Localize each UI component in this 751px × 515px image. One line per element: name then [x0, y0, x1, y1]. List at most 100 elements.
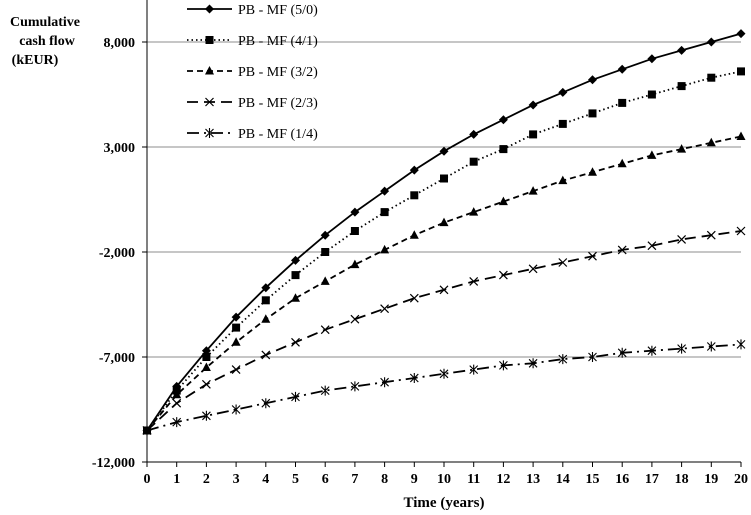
series-3-point-13 — [528, 186, 538, 195]
series-2-point-3 — [232, 323, 241, 332]
series-5-point-8 — [380, 377, 389, 388]
series-3-point-3 — [231, 337, 241, 346]
series-1-point-3 — [231, 312, 241, 322]
legend-item-3: PB - MF (3/2) — [187, 65, 318, 80]
series-5-point-1 — [172, 417, 182, 428]
x-tick-label-13: 13 — [526, 472, 540, 487]
legend-item-4: PB - MF (2/3) — [187, 96, 318, 111]
series-2-point-14 — [558, 119, 567, 128]
series-5-point-16 — [617, 347, 627, 358]
series-4-point-15 — [588, 251, 597, 261]
series-2-point-20 — [737, 67, 745, 76]
y-axis-title-line-2: cash flow — [19, 34, 76, 49]
series-4-point-11 — [469, 276, 479, 286]
series-3-point-15 — [588, 167, 597, 176]
series-3-point-18 — [677, 144, 687, 153]
series-3-point-12 — [498, 196, 508, 206]
series-1-point-12 — [498, 115, 508, 125]
series-1-point-19 — [706, 37, 716, 47]
legend-marker-5 — [205, 128, 214, 138]
series-3-point-7 — [350, 259, 360, 269]
gridlines — [147, 41, 741, 358]
x-tick-labels: 0 1 2 3 4 5 6 7 8 9 10 11 12 13 14 15 16 17 18 19 20 — [144, 472, 749, 487]
x-tick-label-0: 0 — [144, 472, 151, 487]
series-2-point-11 — [469, 157, 478, 166]
y-tick-label-4: 8,000 — [104, 36, 136, 51]
series-1-point-8 — [380, 186, 390, 196]
series-5-point-12 — [499, 360, 508, 371]
x-tick-label-3: 3 — [233, 472, 240, 487]
series-5-point-15 — [588, 352, 597, 362]
series-2-point-19 — [707, 73, 716, 82]
x-tick-label-4: 4 — [262, 472, 269, 487]
series-1-point-9 — [409, 165, 419, 175]
y-tick-label-2: -2,000 — [99, 246, 135, 261]
series-4-point-1 — [172, 398, 182, 408]
series-2-point-13 — [529, 130, 538, 139]
series-1-point-18 — [677, 45, 687, 55]
series-2-point-9 — [410, 191, 419, 200]
series-4-point-5 — [291, 337, 300, 347]
x-tick-label-18: 18 — [675, 472, 689, 487]
series-1-point-10 — [439, 146, 449, 156]
y-tick-label-0: -12,000 — [92, 456, 135, 471]
series-4-point-18 — [677, 234, 687, 244]
series-5-point-9 — [409, 373, 419, 383]
series-4-point-16 — [617, 245, 627, 255]
series-4-point-10 — [439, 285, 449, 295]
series-2-point-17 — [647, 90, 656, 99]
x-tick-label-10: 10 — [437, 472, 451, 487]
legend-marker-1 — [205, 4, 214, 14]
legend-label-1: PB - MF (5/0) — [238, 3, 318, 18]
series-line-5 — [146, 343, 742, 432]
axes — [142, 0, 742, 467]
series-1-point-7 — [350, 207, 360, 217]
x-tick-label-20: 20 — [734, 472, 748, 487]
series-4-point-6 — [320, 325, 330, 335]
x-tick-label-19: 19 — [704, 472, 718, 487]
series-4-point-7 — [350, 314, 360, 324]
legend-item-1: PB - MF (5/0) — [187, 3, 318, 18]
legend-marker-3 — [205, 66, 214, 75]
legend: PB - MF (5/0) PB - MF (4/1) PB - MF (3/2) P… — [187, 3, 318, 142]
series-2-point-8 — [380, 208, 389, 217]
x-tick-label-11: 11 — [467, 472, 480, 487]
series-1-point-4 — [261, 283, 271, 293]
series-group — [142, 29, 746, 436]
series-3-point-17 — [647, 150, 657, 159]
series-1-point-11 — [469, 129, 479, 139]
legend-label-5: PB - MF (1/4) — [238, 127, 318, 142]
series-3-point-2 — [201, 362, 211, 371]
series-line-2 — [146, 70, 742, 432]
y-tick-labels: -12,000 -7,000 -2,000 3,000 8,000 — [92, 36, 135, 471]
series-1-point-2 — [201, 346, 211, 356]
series-3-point-9 — [409, 230, 419, 239]
series-3-point-16 — [617, 158, 627, 168]
series-3 — [142, 131, 746, 434]
x-tick-label-9: 9 — [411, 472, 418, 487]
series-4-point-17 — [647, 241, 657, 251]
legend-marker-2 — [205, 36, 214, 44]
series-5 — [142, 339, 746, 436]
series-2-point-16 — [618, 98, 627, 107]
series-5-point-3 — [231, 404, 241, 415]
series-4-point-4 — [261, 350, 271, 360]
series-4-point-13 — [528, 264, 538, 274]
series-3-point-14 — [558, 175, 568, 185]
series-3-point-8 — [380, 244, 390, 254]
series-4 — [142, 226, 746, 435]
y-axis-title: Cumulative cash flow (kEUR) — [10, 15, 80, 68]
series-3-point-4 — [261, 314, 271, 323]
series-1-point-15 — [588, 75, 597, 85]
series-2-point-7 — [350, 227, 359, 235]
series-1-point-17 — [647, 54, 657, 64]
x-tick-label-17: 17 — [645, 472, 659, 487]
x-tick-label-7: 7 — [351, 472, 358, 487]
series-2-point-15 — [588, 109, 597, 118]
y-tick-label-3: 3,000 — [104, 141, 136, 156]
series-2-point-6 — [321, 248, 330, 256]
series-3-point-10 — [439, 217, 449, 227]
series-1 — [142, 29, 746, 435]
series-5-point-2 — [202, 410, 211, 421]
series-2-point-4 — [261, 296, 270, 305]
